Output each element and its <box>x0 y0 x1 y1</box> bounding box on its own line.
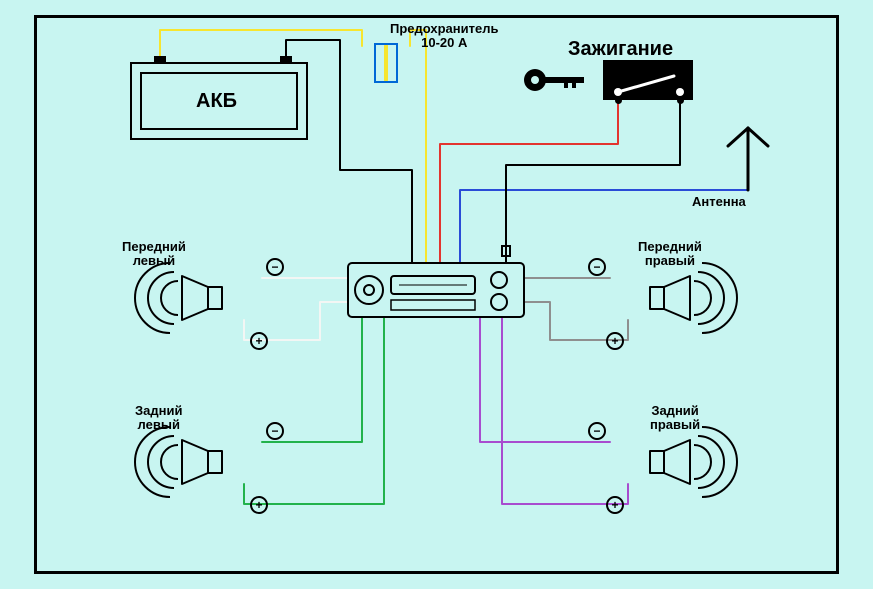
label-speaker-rl: Задний левый <box>135 404 182 433</box>
label-ignition: Зажигание <box>568 38 673 60</box>
polarity-fl_minus: − <box>266 258 284 276</box>
polarity-rl_minus: − <box>266 422 284 440</box>
polarity-rr_plus: + <box>606 496 624 514</box>
diagram-canvas: − + − + − + − + Предохранитель 10-20 А Зажигани… <box>0 0 873 589</box>
polarity-fl_plus: + <box>250 332 268 350</box>
polarity-fr_plus: + <box>606 332 624 350</box>
label-speaker-fl: Передний левый <box>122 240 186 269</box>
head-unit <box>347 262 525 318</box>
polarity-rr_minus: − <box>588 422 606 440</box>
label-fuse: Предохранитель 10-20 А <box>390 22 498 51</box>
label-speaker-fr: Передний правый <box>638 240 702 269</box>
polarity-rl_plus: + <box>250 496 268 514</box>
label-speaker-rr: Задний правый <box>650 404 700 433</box>
label-antenna: Антенна <box>692 195 746 209</box>
label-akb: АКБ <box>196 90 237 112</box>
polarity-fr_minus: − <box>588 258 606 276</box>
